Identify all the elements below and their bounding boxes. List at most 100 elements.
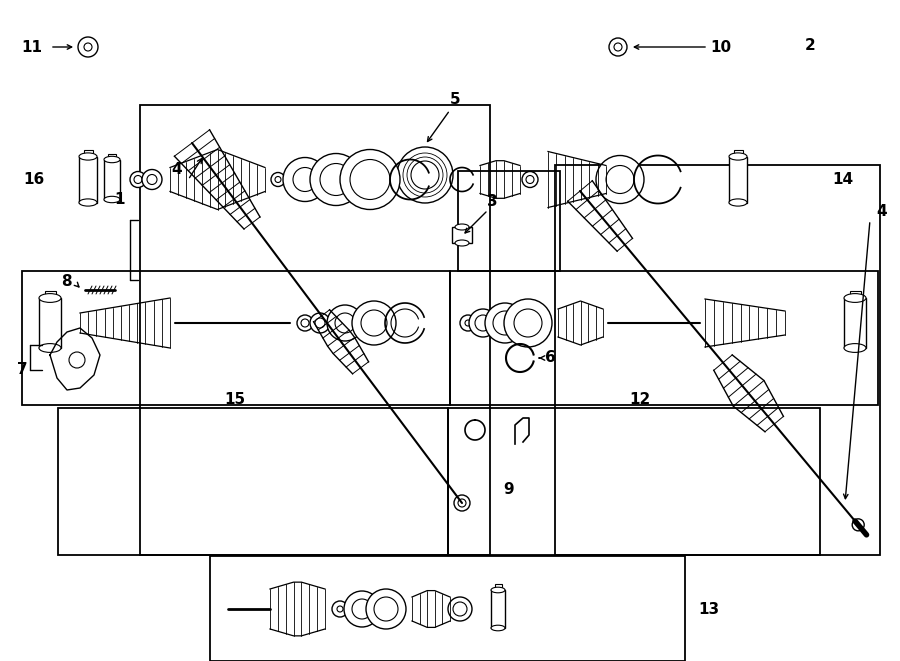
Circle shape (522, 171, 538, 188)
Bar (22, 271, 450, 405)
Text: 13: 13 (698, 602, 719, 617)
Circle shape (493, 311, 517, 335)
Bar (44, 290, 56, 298)
Circle shape (320, 163, 352, 196)
Circle shape (458, 499, 466, 507)
Bar (448, 408, 820, 555)
Circle shape (310, 153, 362, 206)
Ellipse shape (729, 153, 747, 160)
Text: 2: 2 (805, 38, 815, 52)
Text: 5: 5 (450, 93, 460, 108)
Text: 4: 4 (876, 204, 886, 219)
Circle shape (397, 147, 453, 203)
Circle shape (84, 43, 92, 51)
Circle shape (78, 37, 98, 57)
Bar (844, 298, 866, 348)
Bar (729, 157, 747, 202)
Circle shape (454, 495, 470, 511)
Text: 1: 1 (114, 192, 125, 208)
Circle shape (453, 602, 467, 616)
Circle shape (315, 318, 325, 328)
Circle shape (475, 315, 491, 331)
Circle shape (293, 167, 317, 192)
Text: 8: 8 (61, 274, 72, 290)
Ellipse shape (39, 293, 61, 302)
Circle shape (460, 315, 476, 331)
Bar (452, 227, 472, 243)
Circle shape (352, 599, 372, 619)
Ellipse shape (39, 344, 61, 352)
Text: 7: 7 (17, 362, 28, 377)
Circle shape (350, 159, 390, 200)
Bar (450, 271, 878, 405)
Bar (494, 584, 501, 590)
Circle shape (374, 597, 398, 621)
Ellipse shape (455, 224, 469, 230)
Circle shape (301, 319, 309, 327)
Text: 4: 4 (171, 163, 182, 178)
Ellipse shape (491, 587, 505, 593)
Circle shape (514, 309, 542, 337)
Bar (140, 105, 490, 555)
Circle shape (609, 38, 627, 56)
Bar (104, 159, 120, 200)
Circle shape (271, 173, 285, 186)
Ellipse shape (104, 156, 120, 163)
Text: 11: 11 (21, 40, 42, 56)
Ellipse shape (844, 344, 866, 352)
Ellipse shape (491, 625, 505, 631)
Circle shape (504, 299, 552, 347)
Circle shape (411, 161, 439, 189)
Circle shape (340, 149, 400, 210)
Ellipse shape (104, 196, 120, 203)
Ellipse shape (455, 240, 469, 246)
Circle shape (283, 157, 327, 202)
Text: 16: 16 (23, 172, 45, 187)
Circle shape (297, 315, 313, 331)
Circle shape (335, 313, 355, 333)
Bar (84, 149, 93, 157)
Bar (58, 408, 448, 555)
Ellipse shape (79, 153, 97, 160)
Circle shape (852, 519, 864, 531)
Text: 9: 9 (504, 483, 514, 498)
Bar (39, 298, 61, 348)
Circle shape (596, 155, 644, 204)
Circle shape (332, 601, 348, 617)
Circle shape (275, 176, 281, 182)
Circle shape (352, 301, 396, 345)
Circle shape (344, 591, 380, 627)
Bar (850, 290, 860, 298)
Circle shape (526, 176, 534, 184)
Text: 10: 10 (710, 40, 731, 54)
Circle shape (142, 169, 162, 190)
Circle shape (465, 320, 471, 326)
Text: 14: 14 (832, 172, 853, 187)
Ellipse shape (79, 199, 97, 206)
Circle shape (327, 305, 363, 341)
Circle shape (448, 597, 472, 621)
Circle shape (310, 313, 330, 333)
Bar (79, 157, 97, 202)
Circle shape (606, 165, 634, 194)
Text: 15: 15 (224, 393, 246, 407)
Ellipse shape (844, 293, 866, 302)
Circle shape (130, 171, 146, 188)
Circle shape (147, 175, 157, 184)
Circle shape (337, 606, 343, 612)
Bar (734, 149, 742, 157)
Text: 3: 3 (487, 194, 498, 210)
Bar (491, 590, 505, 628)
Bar (210, 556, 685, 661)
Circle shape (614, 43, 622, 51)
Circle shape (485, 303, 525, 343)
Bar (458, 171, 560, 271)
Bar (108, 153, 116, 159)
Circle shape (366, 589, 406, 629)
Circle shape (134, 176, 142, 184)
Circle shape (469, 309, 497, 337)
Text: 12: 12 (629, 393, 651, 407)
Circle shape (361, 310, 387, 336)
Text: 6: 6 (545, 350, 556, 366)
Bar (555, 165, 880, 555)
